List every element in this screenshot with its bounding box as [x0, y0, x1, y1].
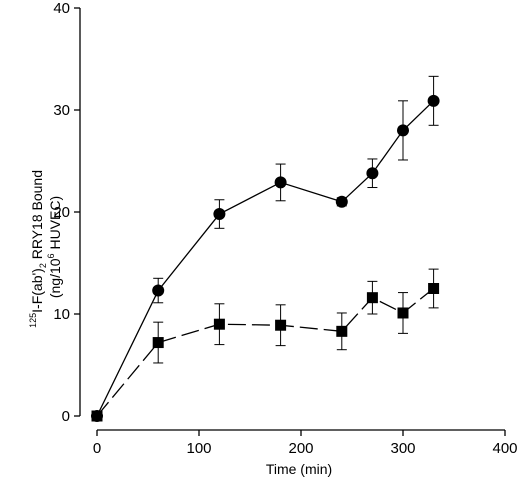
- data-point-circle: [213, 208, 226, 221]
- data-point-square: [152, 337, 164, 349]
- data-point-square: [366, 292, 378, 304]
- y-axis-title-suffix: RRY18 Bound: [29, 170, 45, 263]
- data-point-square: [213, 318, 225, 330]
- x-tick-label: 0: [93, 440, 101, 457]
- y-axis-title: 125I-F(ab')2 RRY18 Bound (ng/106 HUVEC): [28, 166, 63, 328]
- data-point-square: [336, 325, 348, 337]
- y-axis-title-line-2: (ng/106 HUVEC): [46, 196, 63, 298]
- data-point-square: [397, 307, 409, 319]
- y-tick-label: 40: [53, 0, 70, 17]
- data-point-square: [91, 410, 103, 422]
- data-point-circle: [335, 195, 348, 208]
- x-tick-label: 400: [492, 440, 517, 457]
- x-tick-label: 200: [288, 440, 313, 457]
- series-2-line: [96, 287, 435, 417]
- series-2: [91, 268, 440, 422]
- series-1: [91, 75, 440, 422]
- data-point-square: [428, 283, 440, 294]
- data-point-square: [275, 319, 287, 331]
- y-axis-title-sup-6: 6: [46, 253, 56, 258]
- data-point-circle: [366, 167, 379, 180]
- y-axis-title-units-prefix: (ng/10: [47, 258, 63, 298]
- y-tick-label: 10: [53, 306, 70, 323]
- series-1-line: [96, 100, 435, 417]
- plot-area: [91, 75, 440, 422]
- data-point-circle: [397, 124, 409, 137]
- data-point-circle: [427, 94, 440, 107]
- x-tick-label: 300: [390, 440, 415, 457]
- y-axis-title-units-suffix: HUVEC): [47, 196, 63, 254]
- y-tick-label: 0: [62, 408, 70, 425]
- y-tick-label: 30: [53, 102, 70, 119]
- y-axis-title-sub-2: 2: [38, 263, 48, 268]
- y-axis-title-sup-125: 125: [28, 313, 38, 328]
- y-tick-label: 20: [53, 204, 70, 221]
- y-axis-title-main: I-F(ab'): [29, 268, 45, 313]
- data-point-circle: [274, 176, 287, 189]
- x-tick-label: 100: [186, 440, 211, 457]
- x-axis-title: Time (min): [266, 461, 332, 477]
- data-point-circle: [152, 284, 165, 297]
- y-axis-title-line-1: 125I-F(ab')2 RRY18 Bound: [28, 170, 48, 328]
